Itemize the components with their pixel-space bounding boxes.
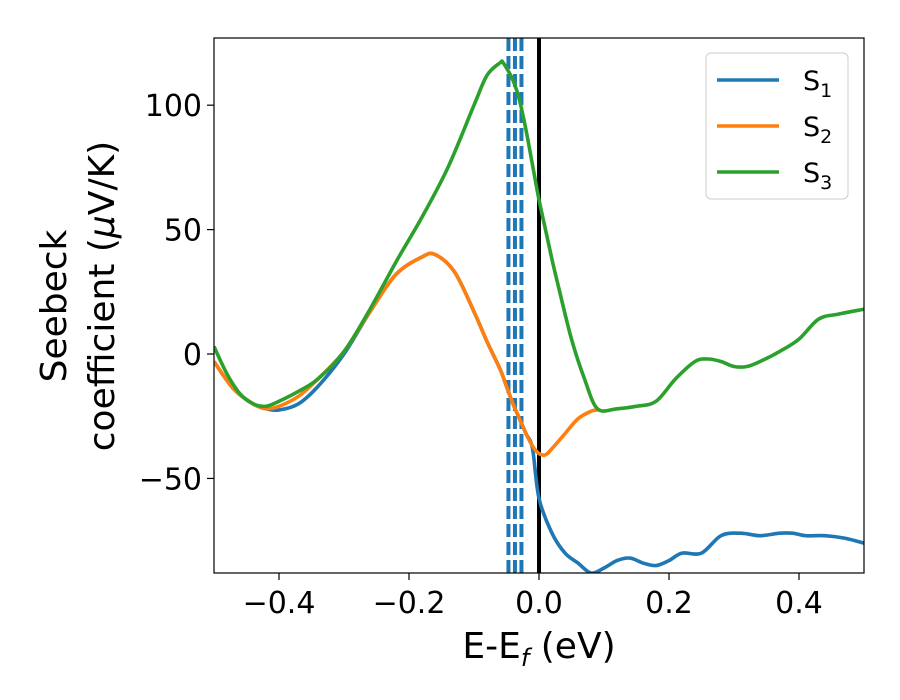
legend: S1 S2 S3 [705,52,849,200]
y-tick-label-2: 50 [164,214,202,249]
y-axis-label-mu: μ [82,215,123,239]
series-line-s2 [214,251,598,457]
x-tick-label-1: −0.2 [373,586,446,621]
x-tick-label-3: 0.2 [645,586,693,621]
y-tick-label-1: 0 [183,338,202,373]
x-tick-label-0: −0.4 [243,586,316,621]
y-axis-label-line2-pre: coefficient ( [82,238,123,451]
series-lines [214,59,864,573]
y-tick-label-0: −50 [139,462,202,497]
y-axis-ticks: −50 0 50 100 [139,89,214,497]
y-axis-label: Seebeck coefficient (μV/K) [34,141,123,451]
vertical-marker-lines [506,38,541,573]
y-axis-label-line2-post: V/K) [82,141,123,215]
x-axis-label: E-Ef (eV) [462,626,615,672]
x-axis-label-unit: (eV) [529,626,615,667]
x-axis-ticks: −0.4 −0.2 0.0 0.2 0.4 [243,573,823,621]
legend-label-s2: S2 [803,112,832,148]
series-line-s3 [214,59,864,413]
x-axis-label-main: E-E [462,626,520,667]
legend-label-s3: S3 [803,158,832,194]
y-axis-label-line2: coefficient (μV/K) [82,141,123,451]
x-tick-label-2: 0.0 [515,586,563,621]
x-tick-label-4: 0.4 [775,586,823,621]
legend-label-s1: S1 [803,66,832,102]
y-tick-label-3: 100 [145,89,202,124]
y-axis-label-line1: Seebeck [34,229,75,382]
